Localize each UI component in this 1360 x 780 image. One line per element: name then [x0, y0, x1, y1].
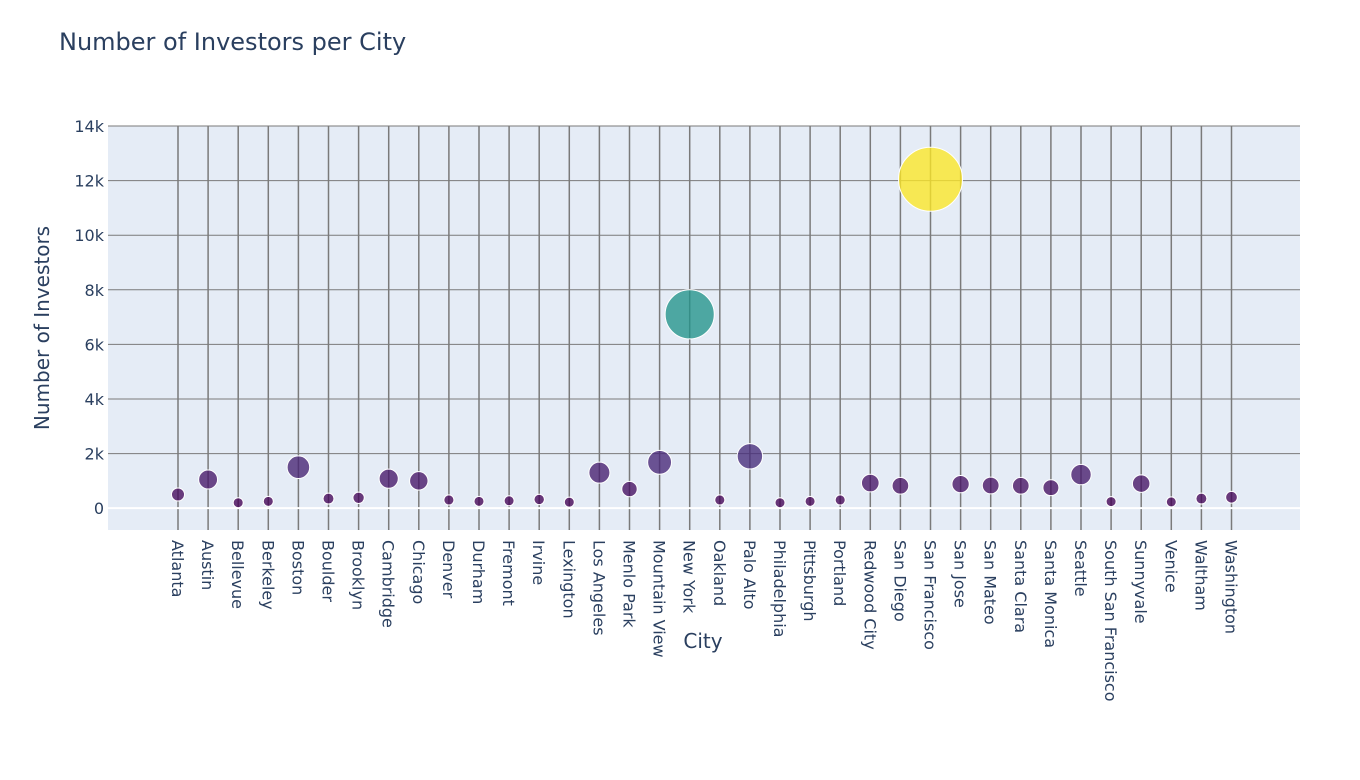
- bubble-point-menlo-park: [621, 480, 638, 498]
- x-tick-label: New York: [680, 540, 699, 614]
- bubble-point-berkeley: [262, 495, 274, 507]
- bubble-point-santa-clara: [1011, 476, 1030, 495]
- x-tick-label: Menlo Park: [620, 540, 639, 628]
- x-tick-label: Seattle: [1071, 540, 1090, 597]
- x-tick-label: Los Angeles: [589, 540, 608, 636]
- x-tick-label: Philadelphia: [770, 540, 789, 637]
- x-tick-label: Sunnyvale: [1131, 540, 1150, 624]
- x-tick-label: Washington: [1222, 540, 1241, 634]
- bubble-point-chicago: [409, 471, 429, 491]
- bubble-point-denver: [443, 494, 455, 506]
- x-tick-label: Cambridge: [379, 540, 398, 628]
- y-tick-label: 4k: [85, 390, 105, 409]
- bubble-point-cambridge: [378, 468, 399, 489]
- bubble-point-palo-alto: [736, 443, 764, 470]
- bubble-point-san-jose: [951, 474, 970, 494]
- bubble-point-durham: [473, 495, 485, 507]
- bubble-point-austin: [198, 469, 219, 490]
- bubble-markers: [170, 146, 1238, 509]
- x-tick-label: South San Francisco: [1101, 540, 1120, 702]
- y-tick-label: 14k: [74, 117, 104, 136]
- x-tick-label: Boulder: [319, 540, 338, 602]
- x-tick-label: Denver: [439, 540, 458, 599]
- x-tick-label: Palo Alto: [740, 540, 759, 610]
- x-tick-label: Pittsburgh: [800, 540, 819, 622]
- bubble-point-san-francisco: [898, 146, 963, 212]
- x-tick-label: Berkeley: [258, 540, 277, 610]
- bubble-point-atlanta: [170, 487, 186, 502]
- x-tick-label: Portland: [830, 540, 849, 606]
- bubble-point-seattle: [1070, 463, 1092, 486]
- y-gridlines: [108, 125, 1300, 510]
- x-tick-label: Venice: [1161, 540, 1180, 593]
- x-axis-title: City: [683, 629, 722, 653]
- bubble-point-brooklyn: [352, 491, 365, 504]
- bubble-point-bellevue: [232, 497, 244, 509]
- x-tick-label: Santa Monica: [1041, 540, 1060, 648]
- bubble-point-sunnyvale: [1131, 474, 1151, 493]
- bubble-point-fremont: [503, 495, 515, 507]
- bubble-point-oakland: [714, 494, 726, 506]
- y-axis-title: Number of Investors: [30, 226, 54, 430]
- x-tick-label: Oakland: [710, 540, 729, 606]
- bubble-point-santa-monica: [1042, 479, 1060, 497]
- x-tick-label: Mountain View: [650, 540, 669, 658]
- bubble-point-portland: [834, 494, 846, 506]
- x-tick-label: Brooklyn: [349, 540, 368, 610]
- bubble-point-washington: [1225, 490, 1238, 504]
- bubble-point-waltham: [1195, 492, 1208, 505]
- bubble-point-pittsburgh: [804, 495, 816, 507]
- y-tick-label: 6k: [85, 335, 105, 354]
- x-tick-label: Fremont: [499, 540, 518, 606]
- bubble-point-irvine: [533, 493, 545, 506]
- y-tick-label: 12k: [74, 172, 104, 191]
- x-tick-label: Waltham: [1191, 540, 1210, 611]
- bubble-point-los-angeles: [588, 461, 611, 484]
- x-tick-label: San Jose: [951, 540, 970, 608]
- y-tick-label: 8k: [85, 281, 105, 300]
- bubble-point-new-york: [664, 289, 715, 340]
- bubble-point-south-san-francisco: [1105, 496, 1117, 508]
- bubble-point-philadelphia: [774, 497, 786, 509]
- x-tick-label: Irvine: [529, 540, 548, 585]
- bubble-point-venice: [1165, 496, 1177, 508]
- y-tick-label: 2k: [85, 445, 105, 464]
- x-tick-label: San Francisco: [921, 540, 940, 650]
- bubble-point-boulder: [322, 492, 335, 505]
- bubble-point-mountain-view: [647, 449, 673, 475]
- x-tick-label: San Diego: [890, 540, 909, 622]
- bubble-point-redwood-city: [860, 473, 880, 493]
- x-tick-label: Redwood City: [860, 540, 879, 650]
- x-tick-label: Lexington: [559, 540, 578, 619]
- x-tick-label: San Mateo: [981, 540, 1000, 625]
- x-tick-label: Chicago: [409, 540, 428, 604]
- bubble-point-boston: [286, 455, 311, 480]
- bubble-point-lexington: [563, 496, 575, 508]
- y-tick-labels: 0 2k 4k 6k 8k 10k 12k 14k: [74, 117, 104, 518]
- bubble-point-san-mateo: [981, 476, 1000, 495]
- x-tick-labels: Atlanta Austin Bellevue Berkeley Boston Bould…: [168, 540, 1241, 702]
- x-tick-label: Boston: [288, 540, 307, 595]
- y-tick-label: 0: [94, 499, 104, 518]
- x-tick-label: Santa Clara: [1011, 540, 1030, 633]
- x-tick-label: Bellevue: [228, 540, 247, 609]
- x-tick-label: Durham: [469, 540, 488, 604]
- x-tick-label: Austin: [198, 540, 217, 590]
- x-tick-label: Atlanta: [168, 540, 187, 597]
- y-tick-label: 10k: [74, 226, 104, 245]
- chart-title: Number of Investors per City: [59, 28, 406, 56]
- bubble-point-san-diego: [891, 476, 910, 495]
